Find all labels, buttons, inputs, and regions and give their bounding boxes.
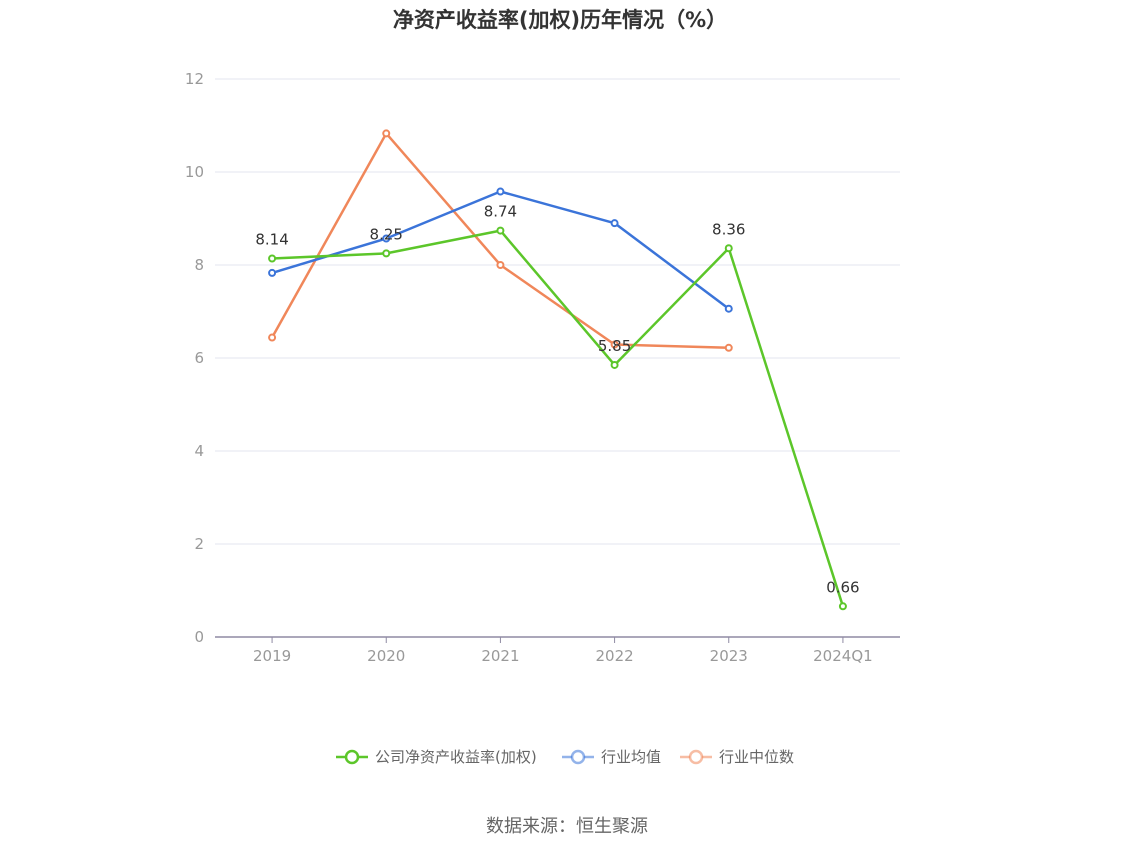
legend-marker: [570, 749, 586, 765]
data-point: [724, 304, 733, 313]
data-label: 0.66: [826, 578, 859, 596]
data-point: [268, 268, 277, 277]
chart-title: 净资产收益率(加权)历年情况（%）: [392, 8, 728, 32]
y-tick-label: 4: [194, 442, 204, 460]
y-tick-label: 2: [194, 535, 204, 553]
data-point: [496, 226, 505, 235]
data-label: 8.14: [255, 230, 288, 248]
data-label: 8.36: [712, 220, 745, 238]
legend-item: 行业均值: [562, 748, 661, 766]
data-point: [382, 249, 391, 258]
data-point: [268, 254, 277, 263]
x-tick-label: 2019: [253, 647, 291, 665]
x-tick-label: 2022: [595, 647, 633, 665]
y-tick-label: 6: [194, 349, 204, 367]
data-point: [610, 360, 619, 369]
data-labels: 8.14 8.25 8.74 5.85 8.36 0.66: [255, 203, 859, 597]
data-point: [610, 340, 619, 349]
series-line: [270, 132, 729, 350]
series-lines: [270, 132, 845, 607]
data-point: [382, 129, 391, 138]
y-tick-label: 0: [194, 628, 204, 646]
data-point: [382, 234, 391, 243]
data-label: 8.25: [370, 225, 403, 243]
data-point: [724, 244, 733, 253]
x-tick-label: 2024Q1: [813, 647, 873, 665]
data-label: 5.85: [598, 337, 631, 355]
data-source: 数据来源：恒生聚源: [486, 816, 648, 837]
data-label: 8.74: [484, 203, 517, 221]
gridlines: [215, 78, 900, 545]
y-tick-label: 10: [185, 163, 204, 181]
data-point: [496, 261, 505, 269]
data-point: [496, 187, 505, 196]
legend-label: 行业均值: [601, 748, 661, 766]
y-axis: 0 2 4 6 8 10 12: [185, 70, 204, 646]
data-point: [724, 343, 733, 352]
x-tick-label: 2020: [367, 647, 405, 665]
x-axis: 2019 2020 2021 2022 2023 2024Q1: [215, 636, 900, 665]
x-tick-label: 2021: [481, 647, 519, 665]
data-point: [268, 333, 277, 342]
data-point: [838, 602, 847, 611]
y-tick-label: 12: [185, 70, 204, 88]
series-points: [268, 129, 847, 611]
series-line: [272, 229, 845, 607]
legend-marker: [344, 749, 360, 765]
legend-label: 公司净资产收益率(加权): [375, 748, 537, 766]
legend-marker: [688, 749, 704, 765]
legend-item: 行业中位数: [680, 748, 794, 766]
data-point: [610, 219, 619, 228]
y-tick-label: 8: [194, 256, 204, 274]
legend-label: 行业中位数: [719, 748, 794, 766]
x-tick-label: 2023: [710, 647, 748, 665]
legend: 公司净资产收益率(加权) 行业均值 行业中位数: [336, 748, 794, 766]
legend-item: 公司净资产收益率(加权): [336, 748, 537, 766]
